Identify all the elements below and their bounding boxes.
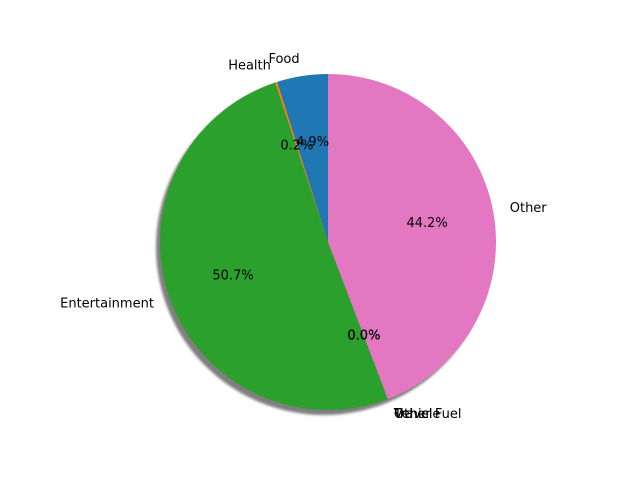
slice-pct-health: 0.2% [280, 139, 313, 154]
slice-food [277, 74, 328, 242]
slice-other [328, 74, 497, 399]
slice-label-food: Food [268, 52, 299, 67]
slice-pct-food: 4.9% [296, 135, 329, 150]
pie-labels: Food 4.9% Health 0.2% Entertainment 50.7% Trav… [60, 52, 547, 422]
slice-pct-entertainment: 50.7% [212, 268, 253, 283]
slice-label-travel: Travel [393, 407, 433, 422]
slice-pct-travel: 0.0% [347, 329, 380, 344]
slice-pct-vehicle: 0.0% [347, 329, 380, 344]
slice-label-other: Other [510, 201, 548, 216]
slice-label-vehicle: Vehicle [394, 407, 441, 422]
slice-health [275, 81, 328, 242]
slice-label-entertainment: Entertainment [60, 297, 154, 312]
slice-label-other-fuel: Other Fuel [394, 407, 462, 422]
slice-pct-other: 44.2% [406, 216, 447, 231]
pie-slices [160, 74, 497, 410]
slice-label-health: Health [228, 59, 271, 74]
slice-pct-other-fuel: 0.0% [347, 329, 380, 344]
slice-entertainment [160, 82, 388, 410]
